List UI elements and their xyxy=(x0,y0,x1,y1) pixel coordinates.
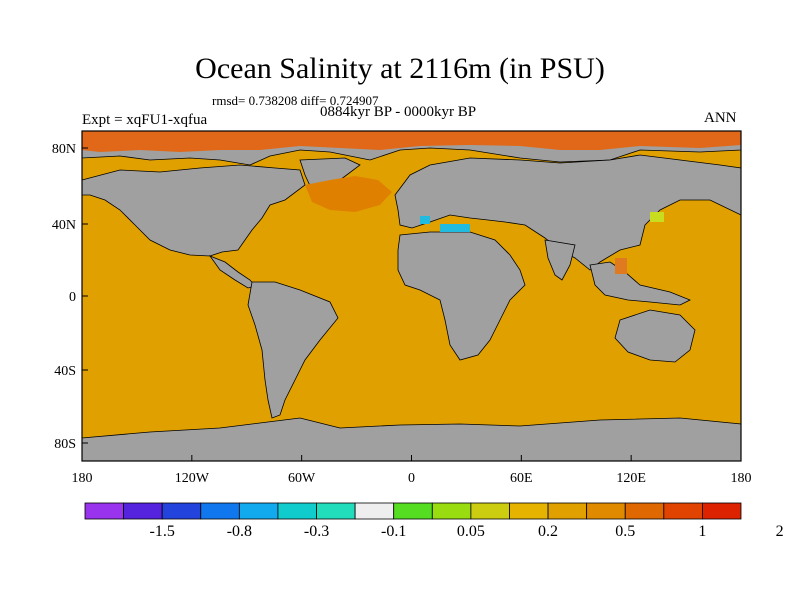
south-china-sea-region xyxy=(615,258,627,274)
colorbar xyxy=(84,502,742,520)
mediterranean-east-region xyxy=(440,224,470,232)
axis-ticks: 180 120W 60W 0 60E 120E 180 80N 40N 0 40S 80S xyxy=(52,142,752,486)
arctic-salinity-region xyxy=(82,131,741,152)
colorbar-swatch xyxy=(393,502,433,520)
y-tick-label: 40S xyxy=(54,364,76,379)
colorbar-swatch xyxy=(123,502,163,520)
colorbar-swatch xyxy=(547,502,588,520)
colorbar-swatch xyxy=(586,502,626,520)
india-land xyxy=(544,239,576,281)
season-label: ANN xyxy=(704,110,737,126)
colorbar-swatch xyxy=(84,502,124,520)
x-tick-label: 120E xyxy=(616,471,646,486)
colorbar-swatch xyxy=(161,502,202,520)
north-america-land xyxy=(81,164,306,257)
experiment-label: Expt = xqFU1-xqfua xyxy=(82,112,208,128)
mediterranean-west-region xyxy=(420,216,430,224)
colorbar-label: 1 xyxy=(698,523,706,540)
colorbar-swatch xyxy=(431,502,472,520)
colorbar-label: -1.5 xyxy=(150,523,175,540)
colorbar-label: 0.5 xyxy=(615,523,635,540)
x-tick-label: 60E xyxy=(510,471,533,486)
map-title: Ocean Salinity at 2116m (in PSU) xyxy=(195,52,605,85)
colorbar-label: -0.3 xyxy=(304,523,329,540)
colorbar-label: 0.05 xyxy=(457,523,485,540)
colorbar-swatch xyxy=(277,502,317,520)
x-tick-label: 120W xyxy=(175,471,210,486)
colorbar-swatch xyxy=(624,502,665,520)
y-tick-label: 40N xyxy=(52,218,76,233)
y-tick-label: 80N xyxy=(52,142,76,157)
x-tick-label: 180 xyxy=(731,471,752,486)
africa-land xyxy=(397,231,526,361)
australia-land xyxy=(614,309,696,363)
colorbar-swatch xyxy=(509,502,549,520)
south-america-land xyxy=(247,281,339,419)
colorbar-label: -0.8 xyxy=(227,523,252,540)
colorbar-swatch xyxy=(354,502,395,520)
colorbar-swatch xyxy=(470,502,510,520)
colorbar-swatch xyxy=(200,502,240,520)
colorbar-swatch xyxy=(663,502,703,520)
rmsd-diff-stats: rmsd= 0.738208 diff= 0.724907 xyxy=(212,93,379,108)
colorbar-swatch xyxy=(702,502,742,520)
eurasia-land xyxy=(394,154,742,271)
time-period: 0884kyr BP - 0000kyr BP xyxy=(320,104,477,120)
colorbar-swatch xyxy=(316,502,356,520)
colorbar-label: 0.2 xyxy=(538,523,558,540)
colorbar-labels: -1.5 -0.8 -0.3 -0.1 0.05 0.2 0.5 1 2 xyxy=(150,523,784,540)
japan-sea-region xyxy=(650,212,664,222)
x-tick-label: 180 xyxy=(72,471,93,486)
colorbar-label: -0.1 xyxy=(381,523,406,540)
colorbar-swatch xyxy=(238,502,279,520)
colorbar-label: 2 xyxy=(776,523,784,540)
north-atlantic-salinity-region xyxy=(305,176,392,212)
y-tick-label: 80S xyxy=(54,437,76,452)
x-tick-label: 60W xyxy=(288,471,316,486)
y-tick-label: 0 xyxy=(69,290,76,305)
x-tick-label: 0 xyxy=(408,471,415,486)
